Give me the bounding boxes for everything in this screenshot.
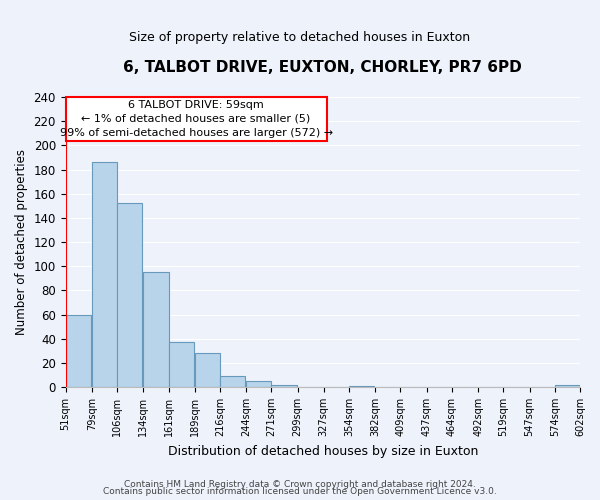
Text: Contains public sector information licensed under the Open Government Licence v3: Contains public sector information licen… — [103, 488, 497, 496]
Title: 6, TALBOT DRIVE, EUXTON, CHORLEY, PR7 6PD: 6, TALBOT DRIVE, EUXTON, CHORLEY, PR7 6P… — [124, 60, 522, 75]
X-axis label: Distribution of detached houses by size in Euxton: Distribution of detached houses by size … — [167, 444, 478, 458]
Bar — [349, 386, 374, 387]
Bar — [169, 342, 194, 387]
Text: 6 TALBOT DRIVE: 59sqm
← 1% of detached houses are smaller (5)
99% of semi-detach: 6 TALBOT DRIVE: 59sqm ← 1% of detached h… — [59, 100, 332, 138]
Bar — [271, 384, 296, 387]
Y-axis label: Number of detached properties: Number of detached properties — [15, 149, 28, 335]
Bar — [92, 162, 117, 387]
Bar — [143, 272, 169, 387]
Bar — [195, 353, 220, 387]
Bar — [220, 376, 245, 387]
Bar — [246, 381, 271, 387]
Bar — [117, 204, 142, 387]
FancyBboxPatch shape — [65, 97, 326, 140]
Bar — [65, 314, 91, 387]
Bar — [555, 384, 580, 387]
Text: Contains HM Land Registry data © Crown copyright and database right 2024.: Contains HM Land Registry data © Crown c… — [124, 480, 476, 489]
Text: Size of property relative to detached houses in Euxton: Size of property relative to detached ho… — [130, 31, 470, 44]
